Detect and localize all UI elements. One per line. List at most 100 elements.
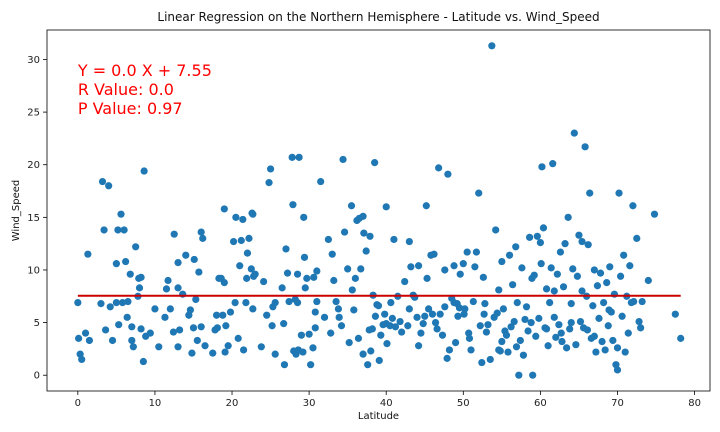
- data-point: [74, 298, 82, 307]
- data-point: [226, 308, 235, 316]
- data-point: [596, 269, 605, 277]
- data-point: [313, 267, 321, 275]
- data-point: [271, 350, 279, 358]
- data-point: [570, 129, 578, 137]
- x-axis-label: Latitude: [358, 411, 399, 422]
- data-point: [455, 304, 464, 312]
- data-point: [465, 334, 474, 342]
- data-point: [124, 297, 132, 306]
- data-point: [592, 348, 600, 356]
- data-point: [423, 274, 431, 282]
- data-point: [539, 224, 548, 232]
- data-point: [524, 327, 532, 335]
- data-point: [598, 337, 606, 346]
- data-point: [555, 321, 563, 329]
- data-point: [85, 336, 93, 345]
- data-point: [425, 305, 433, 313]
- data-point: [472, 248, 481, 256]
- data-point: [100, 226, 108, 234]
- data-point: [307, 361, 315, 369]
- data-point: [414, 342, 423, 350]
- data-point: [488, 42, 496, 50]
- data-point: [578, 287, 586, 295]
- p-value-annotation: P Value: 0.97: [78, 99, 183, 118]
- data-point: [467, 346, 475, 354]
- data-point: [583, 326, 592, 334]
- data-point: [635, 317, 643, 326]
- data-point: [129, 343, 137, 351]
- data-point: [245, 234, 253, 242]
- data-point: [404, 322, 412, 330]
- y-axis-label: Wind_Speed: [11, 180, 22, 241]
- data-point: [128, 336, 136, 345]
- data-point: [573, 272, 582, 280]
- data-point: [81, 329, 90, 337]
- data-point: [465, 329, 473, 337]
- data-point: [456, 270, 464, 278]
- data-point: [569, 265, 577, 273]
- data-point: [444, 170, 452, 178]
- data-point: [285, 297, 293, 306]
- data-point: [118, 298, 127, 307]
- data-point: [293, 270, 302, 278]
- data-point: [387, 298, 395, 307]
- data-point: [337, 322, 346, 330]
- data-point: [542, 285, 551, 293]
- data-point: [174, 343, 182, 351]
- data-point: [650, 210, 659, 218]
- data-point: [559, 283, 568, 291]
- data-point: [436, 310, 444, 318]
- data-point: [371, 159, 379, 167]
- data-point: [151, 305, 159, 313]
- data-point: [510, 317, 518, 326]
- data-point: [344, 265, 352, 273]
- data-point: [309, 344, 317, 352]
- data-point: [249, 305, 257, 313]
- data-points: [74, 42, 685, 379]
- data-point: [195, 268, 203, 276]
- data-point: [504, 348, 512, 356]
- data-point: [283, 269, 292, 277]
- data-point: [578, 237, 586, 246]
- data-point: [471, 263, 479, 271]
- x-tick-label: 50: [457, 398, 470, 409]
- data-point: [251, 270, 259, 278]
- data-point: [224, 342, 232, 350]
- data-point: [300, 213, 308, 221]
- r-value-annotation: R Value: 0.0: [78, 80, 174, 99]
- y-axis: 0 5 10 15 20 25 30: [27, 55, 47, 382]
- data-point: [441, 266, 449, 274]
- data-point: [367, 347, 375, 355]
- data-point: [499, 305, 507, 313]
- data-point: [595, 314, 603, 322]
- data-point: [532, 332, 540, 340]
- data-point: [106, 303, 114, 311]
- data-point: [603, 278, 611, 287]
- data-point: [396, 317, 404, 326]
- data-point: [368, 325, 376, 333]
- data-point: [575, 231, 583, 239]
- data-point: [289, 201, 297, 209]
- data-point: [108, 336, 117, 345]
- data-point: [479, 273, 487, 281]
- data-point: [364, 361, 372, 369]
- data-point: [186, 306, 194, 314]
- data-point: [174, 259, 182, 267]
- x-tick-label: 10: [149, 398, 162, 409]
- data-point: [621, 348, 629, 356]
- data-point: [549, 160, 557, 168]
- data-point: [561, 240, 569, 248]
- data-point: [522, 303, 531, 311]
- data-point: [563, 344, 571, 352]
- data-point: [618, 312, 626, 320]
- data-point: [537, 260, 545, 268]
- data-point: [232, 213, 240, 221]
- data-point: [518, 264, 526, 272]
- data-point: [310, 273, 318, 281]
- data-point: [475, 189, 483, 197]
- data-point: [174, 284, 182, 292]
- data-point: [347, 202, 356, 210]
- data-point: [317, 177, 325, 186]
